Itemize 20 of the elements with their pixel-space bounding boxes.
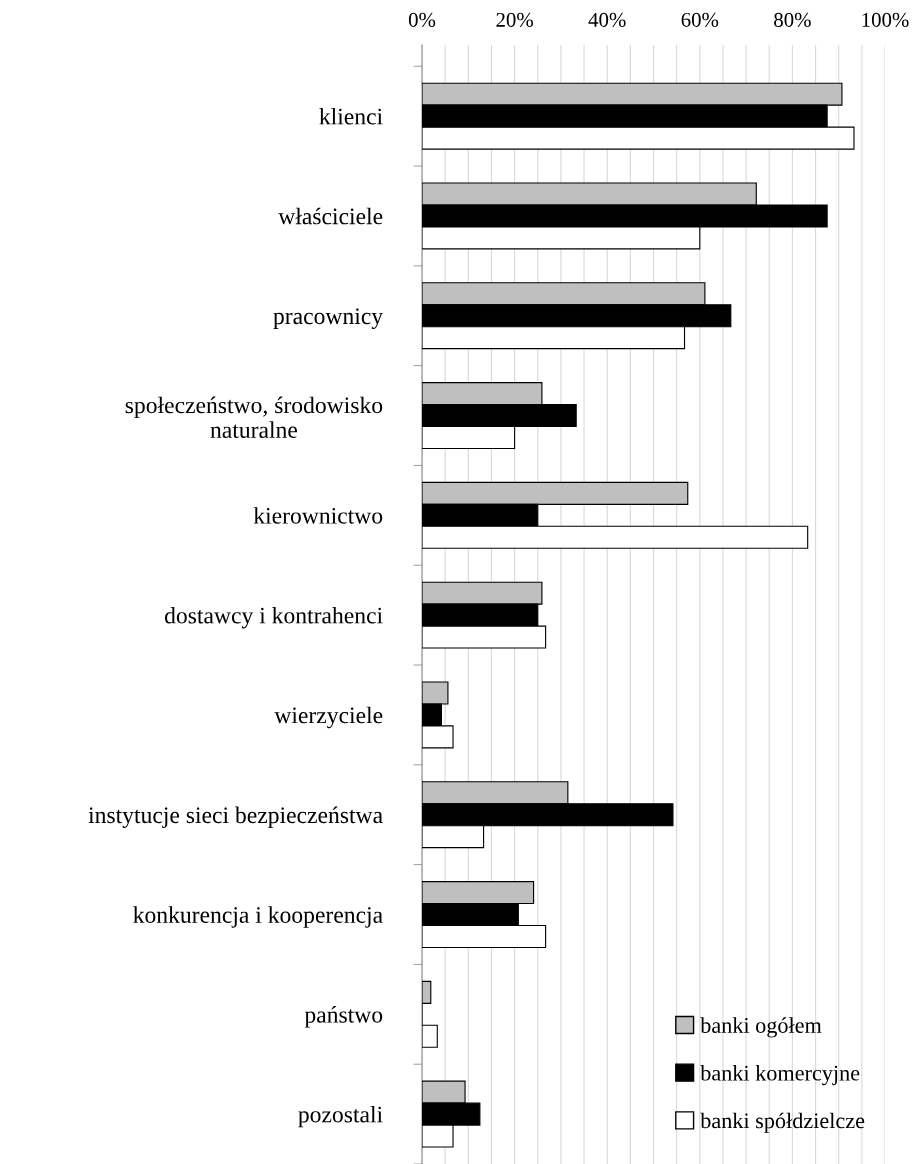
legend-label: banki ogółem bbox=[700, 1017, 822, 1038]
y-tick-label: klienci bbox=[319, 107, 383, 125]
y-tick-label: pozostali bbox=[298, 1105, 383, 1128]
y-tick-label: właściciele bbox=[278, 207, 383, 225]
y-tick-label: dostawcy i kontrahenci bbox=[164, 606, 383, 629]
x-tick-label: 0% bbox=[408, 12, 436, 27]
y-tick-label: pracownicy bbox=[273, 308, 384, 329]
y-tick-label: kierownictwo bbox=[253, 507, 383, 524]
x-tick-label: 80% bbox=[774, 12, 811, 27]
y-tick-label: państwo bbox=[304, 1006, 383, 1028]
legend-label: banki komercyjne bbox=[700, 1064, 860, 1086]
y-tick-label: wierzyciele bbox=[274, 706, 383, 729]
x-tick-label: 60% bbox=[681, 12, 719, 27]
x-tick-label: 100% bbox=[862, 12, 909, 27]
legend-label: banki spółdzielcze bbox=[700, 1112, 865, 1133]
x-tick-label: 40% bbox=[588, 12, 626, 27]
y-tick-label: konkurencja i kooperencja bbox=[133, 906, 383, 928]
x-tick-label: 20% bbox=[496, 12, 533, 27]
y-tick-label: społeczeństwo, środowisko naturalne bbox=[125, 396, 383, 438]
y-tick-label: instytucje sieci bezpieczeństwa bbox=[88, 806, 383, 829]
